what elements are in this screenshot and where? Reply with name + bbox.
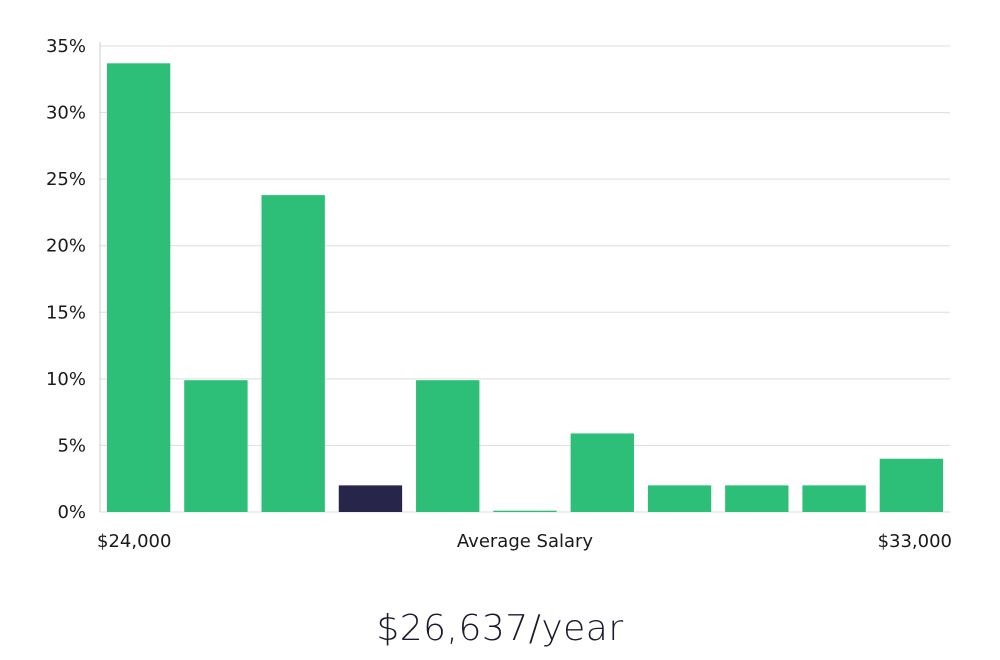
bar [725,485,789,512]
bar [261,195,325,512]
bar [493,510,557,512]
highlighted-bar [338,485,403,512]
y-tick-label: 5% [57,435,86,456]
y-tick-label: 15% [46,302,86,323]
y-tick-label: 35% [46,36,86,57]
bar [184,380,248,512]
y-tick-label: 25% [46,169,86,190]
bar [570,433,634,512]
bars [106,63,944,513]
salary-distribution-chart: 0% 5% 10% 15% 20% 25% 30% 35% $24,000 Average S… [46,36,952,552]
x-axis-min-label: $24,000 [97,531,171,552]
y-tick-label: 0% [57,502,86,523]
x-axis-title: Average Salary [457,531,594,552]
bar [879,458,944,512]
bar [802,485,866,512]
bar [647,485,712,512]
bar [106,63,171,513]
y-tick-label: 20% [46,236,86,257]
y-tick-label: 10% [46,369,86,390]
bar [416,380,480,512]
y-tick-label: 30% [46,103,86,124]
average-salary-summary: $26,637/year [376,608,624,649]
x-axis-max-label: $33,000 [878,531,952,552]
y-axis-tick-labels: 0% 5% 10% 15% 20% 25% 30% 35% [46,36,86,523]
